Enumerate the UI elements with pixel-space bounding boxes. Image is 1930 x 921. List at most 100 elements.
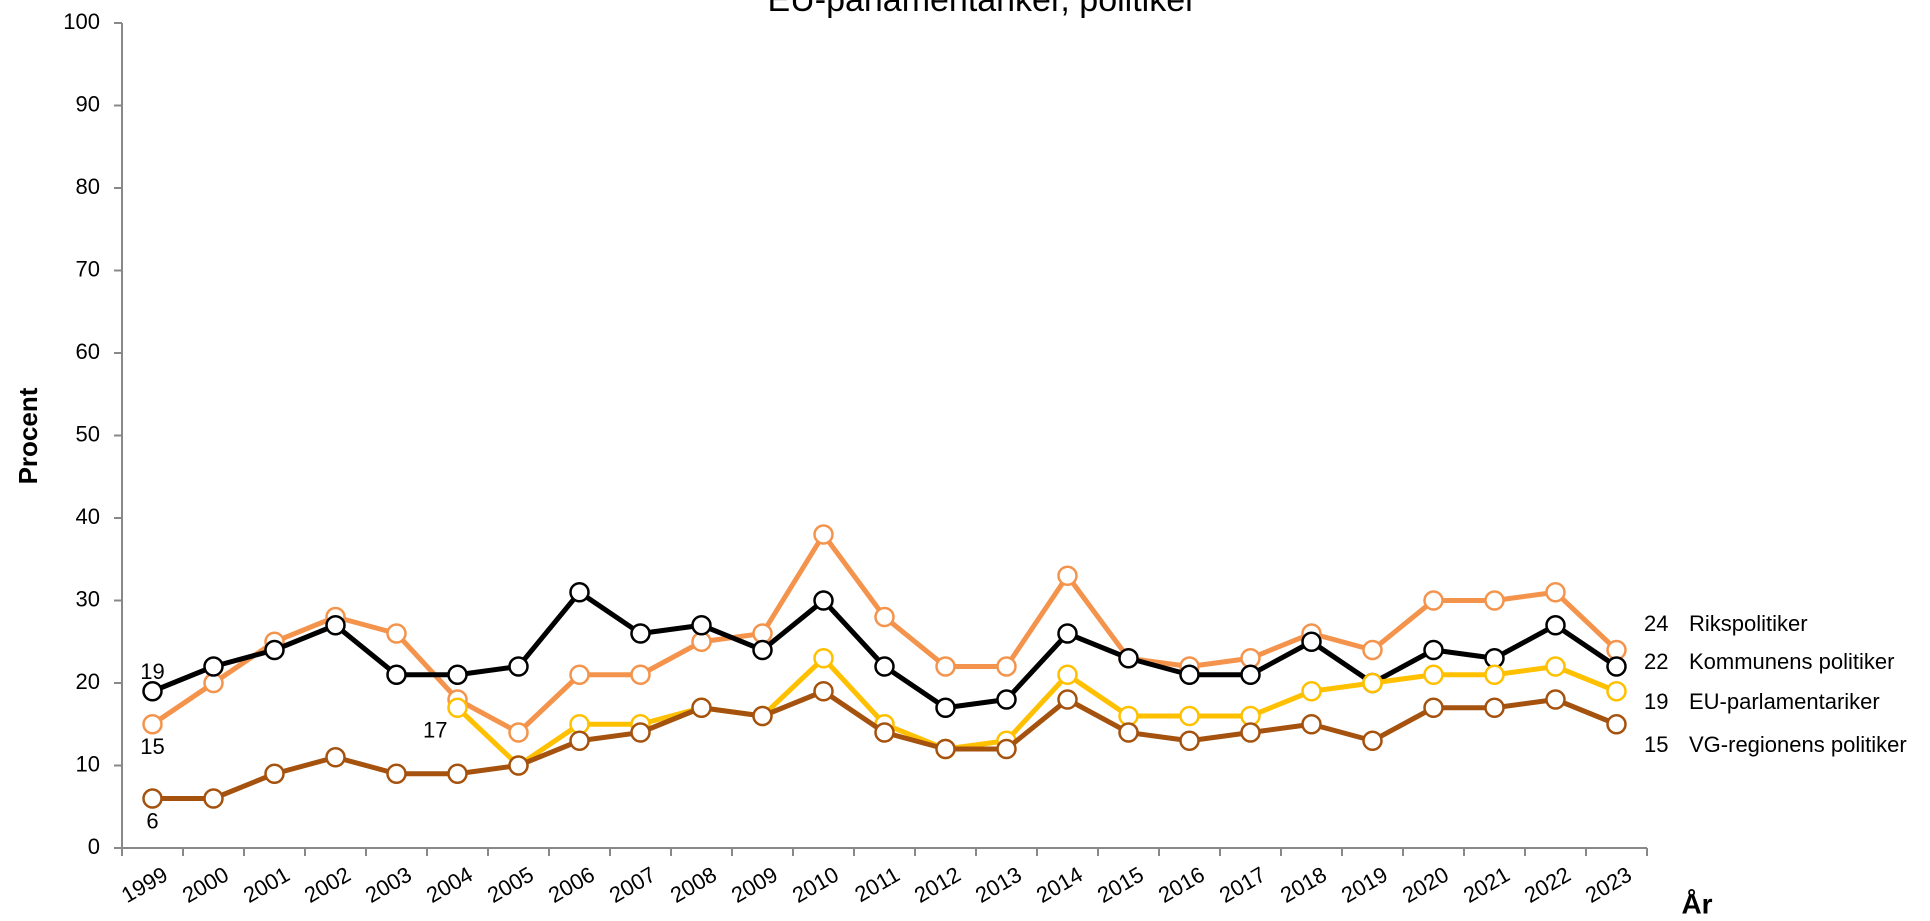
legend-value: 15	[1644, 732, 1668, 757]
legend-label: Rikspolitiker	[1689, 611, 1808, 636]
point	[1118, 722, 1139, 743]
x-tick-label: 2015	[1093, 862, 1148, 908]
point	[1423, 697, 1444, 718]
point	[813, 681, 834, 702]
point	[142, 714, 163, 735]
y-tick-label: 20	[76, 669, 100, 694]
point	[1484, 697, 1505, 718]
x-tick-label: 2022	[1520, 862, 1575, 908]
point	[874, 606, 895, 628]
point	[1057, 565, 1078, 586]
point	[996, 656, 1017, 677]
point	[203, 788, 224, 809]
x-tick-label: 2001	[239, 862, 294, 908]
legend-value: 22	[1644, 649, 1668, 674]
point	[1423, 590, 1444, 611]
point	[874, 656, 895, 677]
data-label: 19	[140, 659, 164, 684]
data-label: 15	[140, 734, 164, 759]
point	[752, 705, 773, 727]
point	[996, 689, 1017, 710]
point	[935, 697, 956, 718]
point	[325, 747, 346, 768]
x-tick-label: 2009	[727, 862, 782, 908]
y-tick-label: 70	[76, 256, 100, 281]
point	[1545, 656, 1566, 677]
y-tick-label: 0	[88, 834, 100, 859]
y-tick-label: 100	[63, 9, 100, 34]
point	[508, 722, 529, 743]
y-axis-title: Procent	[13, 387, 43, 484]
point	[325, 615, 346, 636]
point	[1240, 664, 1261, 685]
point	[386, 664, 407, 685]
point	[386, 763, 407, 784]
y-tick-label: 10	[76, 751, 100, 776]
point	[1423, 639, 1444, 661]
x-tick-label: 2012	[910, 862, 965, 908]
x-tick-label: 2019	[1337, 862, 1392, 908]
x-tick-label: 2003	[361, 862, 416, 908]
x-tick-label: 2011	[850, 862, 903, 907]
y-tick-label: 30	[76, 586, 100, 611]
point	[508, 656, 529, 677]
point	[1057, 623, 1078, 644]
legend-label: EU-parlamentariker	[1689, 689, 1880, 714]
x-tick-label: 2013	[971, 862, 1026, 908]
point	[691, 697, 712, 718]
y-tick-label: 50	[76, 421, 100, 446]
x-tick-label: 2008	[666, 862, 721, 908]
series-line	[152, 688, 1618, 801]
point	[1606, 714, 1627, 735]
x-tick-label: 1999	[117, 862, 172, 908]
series-line	[455, 655, 1618, 768]
y-tick-label: 90	[76, 91, 100, 116]
point	[1179, 705, 1200, 727]
point	[1423, 664, 1444, 685]
point	[935, 656, 956, 677]
point	[1545, 582, 1566, 603]
point	[813, 648, 834, 669]
x-tick-label: 2020	[1398, 862, 1453, 908]
y-tick-label: 40	[76, 504, 100, 529]
point	[447, 664, 468, 685]
point	[142, 788, 163, 809]
x-tick-label: 2017	[1215, 862, 1270, 908]
point	[447, 697, 468, 718]
point	[1118, 648, 1139, 669]
point	[1545, 689, 1566, 710]
x-tick-label: 2018	[1276, 862, 1331, 908]
legend-label: Kommunens politiker	[1689, 649, 1894, 674]
point	[1179, 664, 1200, 685]
point	[1240, 722, 1261, 743]
point	[935, 738, 956, 760]
point	[569, 582, 590, 603]
x-axis-title: År	[1681, 888, 1712, 919]
legend-value: 24	[1644, 611, 1668, 636]
point	[630, 623, 651, 644]
point	[1484, 590, 1505, 611]
point	[874, 722, 895, 743]
data-label: 17	[423, 718, 447, 743]
x-tick-label: 2007	[605, 862, 660, 908]
x-tick-label: 2021	[1459, 862, 1514, 908]
x-tick-label: 2010	[788, 862, 843, 908]
x-tick-label: 2006	[544, 862, 599, 908]
x-tick-label: 2002	[300, 862, 355, 908]
point	[142, 681, 163, 702]
point	[569, 730, 590, 751]
point	[1362, 672, 1383, 694]
point	[1362, 639, 1383, 661]
point	[813, 590, 834, 611]
point	[569, 664, 590, 685]
point	[1301, 631, 1322, 652]
point	[386, 623, 407, 644]
y-tick-label: 80	[76, 174, 100, 199]
legend-label: VG-regionens politiker	[1689, 732, 1907, 757]
data-label: 6	[146, 808, 158, 833]
point	[996, 738, 1017, 760]
point	[1606, 681, 1627, 702]
point	[264, 639, 285, 661]
legend-value: 19	[1644, 689, 1668, 714]
series-line	[151, 532, 1619, 735]
